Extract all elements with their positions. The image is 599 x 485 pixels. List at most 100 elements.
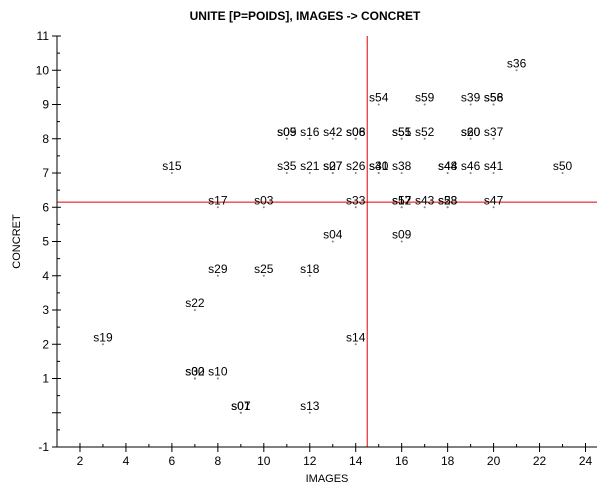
data-point-label: s41	[484, 159, 504, 173]
data-point-label: s25	[254, 262, 274, 276]
y-tick-label: 10	[36, 63, 50, 77]
data-point-label: s01	[231, 399, 251, 413]
data-point-label: s28	[438, 193, 458, 207]
data-point-marker	[515, 69, 518, 72]
data-point-label: s57	[392, 193, 412, 207]
data-point-marker	[354, 206, 357, 209]
data-point-marker	[469, 103, 472, 106]
data-point-label: s38	[392, 159, 412, 173]
data-point-marker	[354, 172, 357, 174]
data-point-marker	[354, 137, 357, 140]
x-tick-label: 22	[533, 454, 547, 468]
data-point-label: s54	[369, 91, 389, 105]
data-point-marker	[423, 206, 426, 209]
data-point-marker	[492, 137, 495, 140]
data-point-label: s20	[461, 125, 481, 139]
x-tick-label: 8	[215, 454, 222, 468]
x-tick-label: 14	[349, 454, 363, 468]
data-point-label: s36	[507, 56, 527, 70]
data-point-marker	[377, 172, 380, 174]
data-point-label: s55	[392, 125, 412, 139]
data-point-label: s50	[553, 159, 573, 173]
data-point-marker	[423, 103, 426, 106]
data-point-label: s43	[415, 193, 435, 207]
data-point-label: s07	[323, 159, 343, 173]
data-point-label: s13	[300, 399, 320, 413]
data-point-label: s47	[484, 193, 504, 207]
data-point-marker	[170, 172, 173, 174]
data-point-marker	[492, 103, 495, 106]
data-point-marker	[469, 137, 472, 140]
data-point-label: s48	[438, 159, 458, 173]
data-point-label: s03	[254, 193, 274, 207]
x-tick-label: 20	[487, 454, 501, 468]
y-tick-label: 11	[37, 29, 50, 43]
data-point-label: s30	[185, 365, 205, 379]
data-point-label: s08	[346, 125, 366, 139]
data-point-label: s27	[323, 159, 343, 173]
x-tick-label: 24	[579, 454, 593, 468]
data-point-label: s04	[323, 228, 343, 242]
data-point-label: s39	[461, 91, 481, 105]
x-tick-label: 12	[303, 454, 317, 468]
data-point-label: s33	[346, 193, 366, 207]
data-point-label: s12	[392, 193, 412, 207]
data-point-label: s07	[231, 399, 251, 413]
x-tick-label: 4	[123, 454, 130, 468]
data-point-marker	[262, 274, 265, 277]
data-point-marker	[400, 137, 403, 140]
x-axis-label: IMAGES	[306, 473, 349, 485]
chart-title: UNITE [P=POIDS], IMAGES -> CONCRET	[190, 9, 421, 23]
data-point-marker	[446, 206, 449, 209]
data-point-label: s53	[438, 193, 458, 207]
data-point-label: s17	[208, 193, 228, 207]
data-point-marker	[308, 172, 311, 174]
y-tick-label: 5	[42, 235, 49, 249]
y-tick-label: 1	[42, 372, 49, 386]
y-axis-label: CONCRET	[11, 214, 23, 269]
data-point-marker	[469, 172, 472, 174]
data-point-label: s59	[415, 91, 435, 105]
data-point-marker	[262, 206, 265, 209]
y-tick-label: 8	[42, 132, 49, 146]
x-tick-label: 10	[257, 454, 271, 468]
data-point-marker	[308, 411, 311, 414]
y-tick-label: 9	[42, 98, 49, 112]
y-tick-label: 4	[42, 269, 49, 283]
data-point-label: s56	[484, 91, 504, 105]
reference-lines	[57, 36, 597, 447]
data-point-label: s06	[346, 125, 366, 139]
data-point-label: s05	[277, 125, 297, 139]
data-point-marker	[193, 309, 196, 311]
data-point-marker	[216, 377, 219, 380]
x-tick-label: 6	[169, 454, 176, 468]
data-point-marker	[492, 172, 495, 174]
x-tick-label: 2	[77, 454, 84, 468]
data-point-marker	[446, 172, 449, 174]
data-point-marker	[400, 206, 403, 209]
data-point-label: s37	[484, 125, 504, 139]
data-point-marker	[423, 137, 426, 140]
data-point-label: s09	[277, 125, 297, 139]
data-point-label: s60	[461, 125, 481, 139]
data-point-label: s26	[346, 159, 366, 173]
data-point-marker	[331, 137, 334, 140]
data-point-label: s51	[392, 125, 412, 139]
data-point-marker	[331, 172, 334, 174]
data-point-marker	[308, 137, 311, 140]
data-point-label: s16	[300, 125, 320, 139]
data-point-label: s09	[392, 228, 412, 242]
data-point-marker	[400, 172, 403, 174]
data-point-label: s40	[369, 159, 389, 173]
data-point-marker	[285, 137, 288, 140]
data-point-label: s14	[346, 330, 366, 344]
data-point-label: s02	[185, 365, 205, 379]
y-tick-label: 6	[42, 200, 49, 214]
data-point-marker	[400, 240, 403, 243]
data-point-label: s44	[438, 159, 458, 173]
data-point-label: s10	[208, 365, 228, 379]
data-point-marker	[354, 343, 357, 346]
